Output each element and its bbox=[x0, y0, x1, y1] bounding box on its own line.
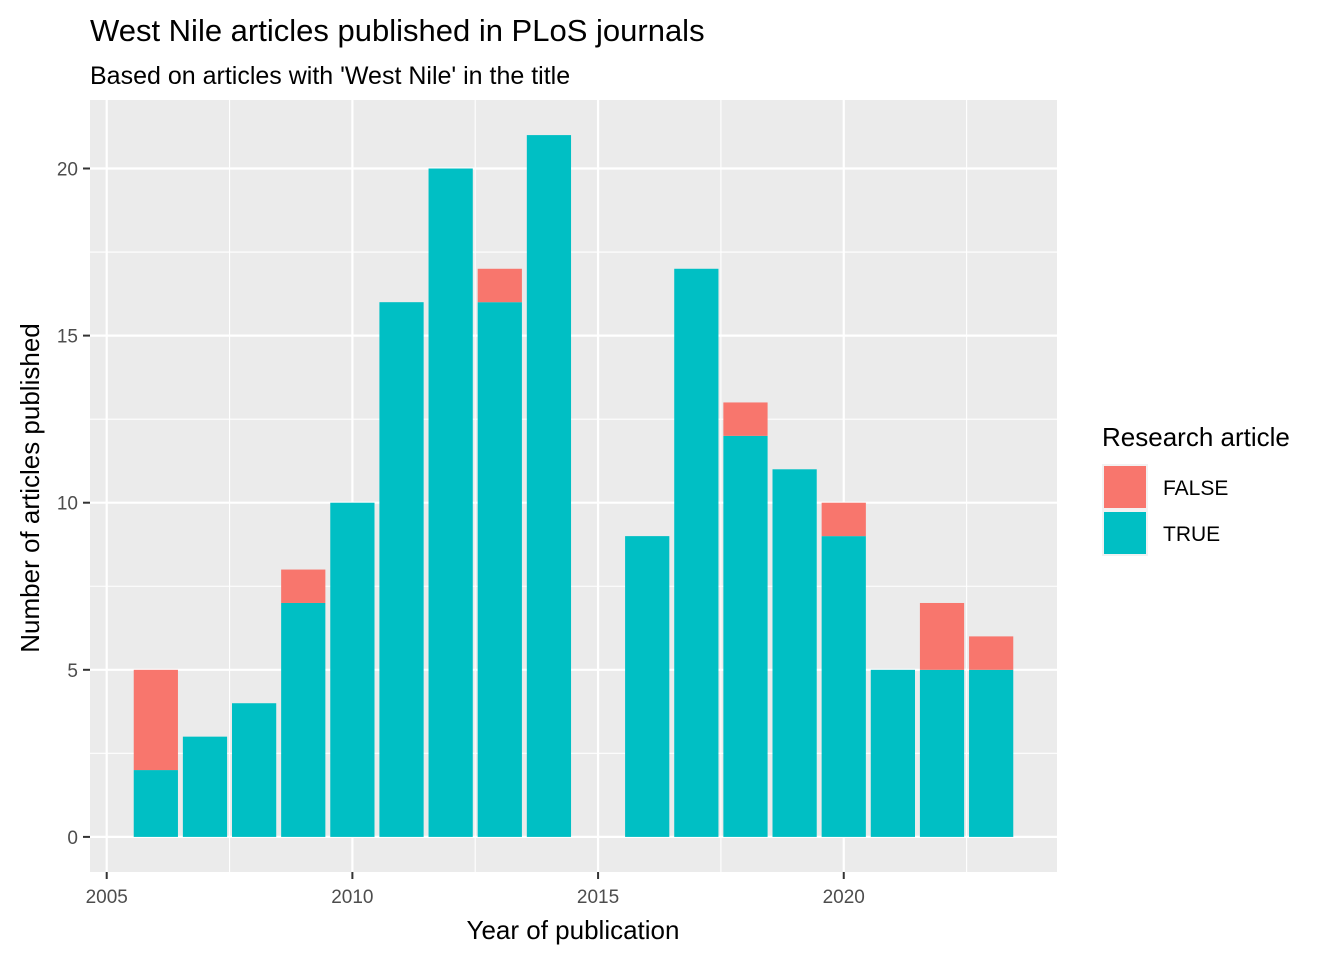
y-axis-title: Number of articles published bbox=[15, 323, 45, 653]
legend-label: TRUE bbox=[1163, 523, 1220, 546]
bars bbox=[133, 135, 1014, 837]
bar-true-2007 bbox=[182, 736, 228, 837]
legend: Research article FALSE TRUE bbox=[1102, 422, 1290, 556]
bar-true-2014 bbox=[526, 135, 572, 837]
y-tick-label: 5 bbox=[67, 661, 78, 682]
y-tick-label: 0 bbox=[67, 828, 78, 849]
bar-false-2009 bbox=[281, 569, 326, 603]
bar-true-2022 bbox=[919, 669, 965, 837]
y-tick-label: 20 bbox=[57, 160, 78, 181]
legend-entries: FALSE TRUE bbox=[1102, 464, 1228, 556]
bar-true-2020 bbox=[821, 536, 866, 837]
bar-true-2008 bbox=[232, 703, 277, 837]
bar-false-2023 bbox=[969, 636, 1014, 670]
bar-true-2012 bbox=[428, 168, 473, 837]
x-axis-title: Year of publication bbox=[467, 915, 680, 945]
y-tick-label: 10 bbox=[57, 494, 78, 515]
bar-true-2017 bbox=[674, 268, 719, 837]
x-tick-label: 2005 bbox=[86, 887, 128, 908]
y-tick-label: 15 bbox=[57, 327, 78, 348]
y-axis: 0 5 10 15 20 bbox=[57, 160, 90, 849]
chart-subtitle: Based on articles with 'West Nile' in th… bbox=[90, 62, 570, 90]
bar-false-2013 bbox=[477, 268, 522, 303]
bar-true-2006 bbox=[133, 770, 178, 837]
bar-true-2021 bbox=[870, 669, 915, 837]
bar-false-2018 bbox=[723, 402, 768, 436]
x-tick-label: 2010 bbox=[331, 887, 373, 908]
x-tick-label: 2015 bbox=[577, 887, 619, 908]
bar-true-2018 bbox=[723, 435, 768, 837]
legend-key-false bbox=[1104, 466, 1146, 508]
grid-minor bbox=[90, 100, 1057, 872]
bar-true-2023 bbox=[969, 669, 1014, 837]
bar-true-2010 bbox=[330, 502, 375, 837]
x-axis: 2005 2010 2015 2020 bbox=[86, 872, 865, 908]
bar-true-2011 bbox=[379, 302, 424, 837]
legend-title: Research article bbox=[1102, 422, 1290, 452]
bar-true-2013 bbox=[477, 302, 522, 837]
bar-true-2016 bbox=[625, 536, 670, 837]
x-tick-label: 2020 bbox=[823, 887, 865, 908]
bar-true-2009 bbox=[281, 602, 326, 837]
bar-true-2019 bbox=[772, 469, 817, 837]
bar-false-2022 bbox=[919, 602, 965, 670]
bar-false-2020 bbox=[821, 502, 866, 537]
chart-title: West Nile articles published in PLoS jou… bbox=[90, 13, 705, 48]
bar-false-2006 bbox=[133, 669, 178, 771]
legend-key-true bbox=[1104, 512, 1146, 554]
legend-label: FALSE bbox=[1163, 477, 1228, 500]
